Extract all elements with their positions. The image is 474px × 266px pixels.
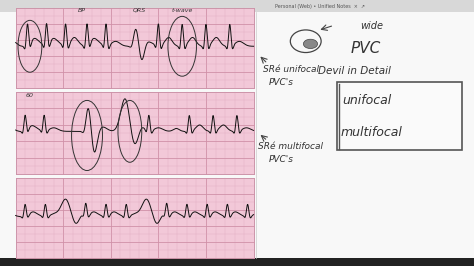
Text: multifocal: multifocal bbox=[340, 126, 402, 139]
Text: wide: wide bbox=[360, 21, 383, 31]
Text: t-wave: t-wave bbox=[172, 8, 193, 13]
Text: unifocal: unifocal bbox=[342, 94, 392, 107]
Text: QRS: QRS bbox=[133, 8, 146, 13]
Text: PVC's: PVC's bbox=[269, 155, 294, 164]
Bar bbox=[16, 178, 254, 258]
Bar bbox=[16, 8, 254, 88]
FancyBboxPatch shape bbox=[337, 82, 462, 150]
Text: SRé unifocal: SRé unifocal bbox=[263, 65, 319, 74]
Ellipse shape bbox=[303, 39, 318, 49]
Text: PVC: PVC bbox=[351, 41, 381, 56]
Text: SRé multifocal: SRé multifocal bbox=[258, 142, 323, 151]
Text: BP: BP bbox=[78, 8, 86, 13]
Bar bbox=[0, 258, 474, 266]
Text: PVC's: PVC's bbox=[269, 78, 294, 87]
Bar bbox=[0, 0, 474, 12]
Text: Devil in Detail: Devil in Detail bbox=[318, 66, 391, 77]
Bar bbox=[16, 92, 254, 174]
Text: Personal (Web) • Unified Notes  ×  ↗: Personal (Web) • Unified Notes × ↗ bbox=[275, 4, 365, 9]
Text: 60: 60 bbox=[25, 93, 33, 98]
